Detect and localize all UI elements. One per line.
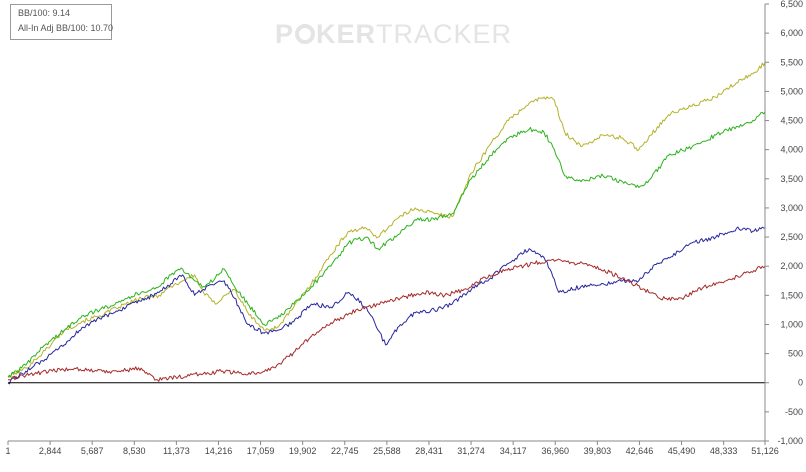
x-tick-label: 11,373 (163, 446, 190, 456)
series-line-1 (7, 62, 766, 378)
y-tick-label: 5,500 (780, 57, 803, 67)
x-tick-label: 31,274 (457, 446, 485, 456)
y-tick-label: 2,500 (780, 232, 803, 242)
y-tick-label: 6,500 (780, 0, 803, 9)
x-tick-label: 19,902 (289, 446, 317, 456)
stats-legend: BB/100: 9.14 All-In Adj BB/100: 10.70 (10, 4, 114, 40)
y-tick-label: 3,500 (780, 174, 803, 184)
y-tick-label: 2,000 (780, 261, 803, 271)
y-tick-label: -500 (785, 407, 803, 417)
pokertracker-watermark: P KERTRACKER (275, 19, 513, 49)
y-tick-label: -1,000 (777, 436, 803, 446)
x-tick-label: 25,588 (373, 446, 401, 456)
y-tick-label: 4,500 (780, 116, 803, 126)
series-line-2 (7, 111, 766, 378)
x-tick-label: 8,530 (123, 446, 146, 456)
x-tick-label: 45,490 (668, 446, 696, 456)
y-tick-label: 1,500 (780, 290, 803, 300)
poker-chip-icon (295, 24, 316, 44)
y-tick-label: 3,000 (780, 203, 803, 213)
x-tick-label: 34,117 (500, 446, 527, 456)
legend-entry-bb100: BB/100: 9.14 (18, 8, 71, 18)
x-tick-label: 1 (5, 446, 10, 456)
x-tick-label: 39,803 (584, 446, 612, 456)
y-axis-ticks: -1,000 -500 0 500 1,000 1,500 2,000 2,500 3,000 3… (765, 0, 803, 446)
y-tick-label: 500 (788, 349, 803, 359)
y-tick-label: 0 (798, 378, 803, 388)
x-tick-label: 14,216 (205, 446, 233, 456)
x-tick-label: 42,646 (626, 446, 654, 456)
x-tick-label: 28,431 (415, 446, 443, 456)
x-tick-label: 17,059 (247, 446, 275, 456)
y-tick-label: 5,000 (780, 86, 803, 96)
x-tick-label: 36,960 (541, 446, 569, 456)
series-layer (7, 62, 766, 385)
x-axis-ticks: 1 2,844 5,687 8,530 11,373 14,216 17,059 19,902… (5, 441, 779, 456)
x-tick-label: 22,745 (331, 446, 359, 456)
y-tick-label: 1,000 (780, 319, 803, 329)
x-tick-label: 5,687 (81, 446, 104, 456)
y-tick-label: 4,000 (780, 145, 803, 155)
x-tick-label: 48,333 (710, 446, 738, 456)
legend-entry-allin-adj: All-In Adj BB/100: 10.70 (18, 23, 114, 33)
y-tick-label: 6,000 (780, 28, 803, 38)
x-tick-label: 51,126 (751, 446, 779, 456)
series-line-3 (7, 226, 766, 385)
x-tick-label: 2,844 (39, 446, 62, 456)
series-line-4 (8, 258, 766, 382)
